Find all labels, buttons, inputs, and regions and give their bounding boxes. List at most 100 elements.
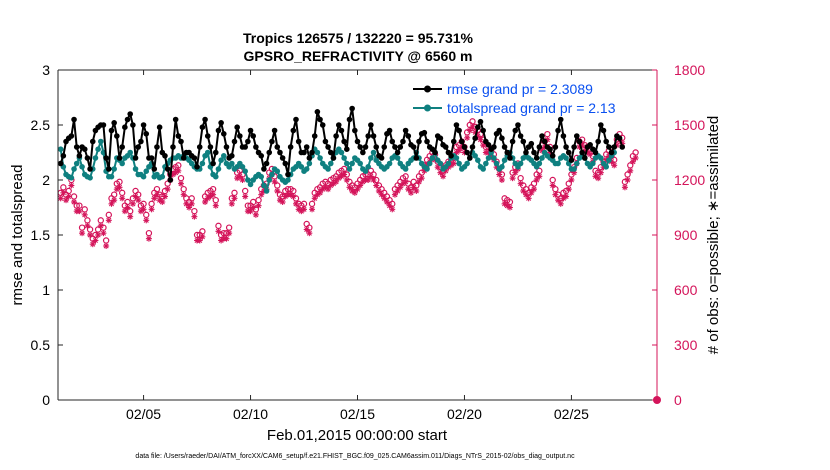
- rmse-point: [309, 149, 315, 156]
- obs-assimilated-point: [60, 189, 67, 196]
- obs-assimilated-point: [522, 191, 529, 198]
- rmse-point: [480, 127, 486, 134]
- obs-assimilated-point: [81, 211, 88, 218]
- legend-spread-label: totalspread grand pr = 2.13: [447, 100, 616, 116]
- right-tick-label: 1800: [674, 62, 705, 78]
- totalspread-point: [402, 166, 409, 172]
- totalspread-point: [140, 173, 147, 180]
- obs-assimilated-point: [153, 191, 160, 198]
- rmse-point: [106, 166, 112, 172]
- rmse-point: [344, 146, 350, 152]
- left-tick-label: 1: [42, 282, 50, 298]
- rmse-point: [89, 138, 96, 145]
- totalspread-point: [314, 149, 321, 156]
- rmse-point: [491, 144, 497, 150]
- rmse-point: [448, 153, 454, 159]
- rmse-point: [84, 155, 91, 161]
- obs-assimilated-point: [405, 186, 412, 193]
- rmse-point: [335, 122, 342, 128]
- rmse-point: [598, 122, 604, 128]
- totalspread-point: [317, 155, 323, 161]
- totalspread-point: [215, 166, 222, 172]
- obs-assimilated-point: [440, 173, 447, 180]
- obs-assimilated-point: [223, 235, 230, 242]
- obs-assimilated-point: [57, 195, 64, 202]
- obs-assimilated-point: [413, 188, 420, 194]
- obs-assimilated-point: [386, 202, 393, 209]
- obs-assimilated-point: [496, 171, 503, 178]
- totalspread-point: [453, 155, 460, 161]
- totalspread-point: [245, 177, 251, 183]
- rmse-point: [271, 127, 278, 134]
- obs-assimilated-point: [164, 186, 171, 193]
- rmse-point: [135, 144, 142, 150]
- obs-assimilated-point: [512, 169, 519, 176]
- obs-assimilated-point: [595, 175, 602, 182]
- obs-assimilated-point: [394, 188, 401, 194]
- obs-assimilated-point: [199, 233, 206, 240]
- rmse-point: [517, 133, 524, 139]
- totalspread-point: [111, 166, 117, 172]
- totalspread-point: [87, 175, 93, 181]
- rmse-point: [456, 127, 462, 134]
- obs-count-layer: [57, 118, 661, 404]
- totalspread-point: [598, 155, 604, 161]
- rmse-point: [405, 133, 412, 139]
- totalspread-point: [68, 175, 75, 181]
- obs-assimilated-point: [129, 200, 136, 207]
- obs-assimilated-point: [92, 237, 99, 244]
- obs-assimilated-point: [135, 197, 142, 204]
- right-tick-label: 300: [674, 337, 698, 353]
- rmse-point: [424, 138, 430, 145]
- totalspread-point: [143, 168, 150, 174]
- rmse-point: [565, 149, 572, 156]
- rmse-point: [266, 149, 273, 156]
- rmse-point: [432, 149, 438, 156]
- rmse-point: [124, 116, 131, 123]
- obs-assimilated-point: [333, 178, 340, 185]
- rmse-point: [416, 138, 422, 145]
- rmse-point: [563, 144, 569, 150]
- obs-assimilated-point: [327, 182, 334, 189]
- rmse-point: [402, 127, 409, 134]
- obs-assimilated-point: [624, 177, 631, 183]
- obs-assimilated-point: [127, 213, 134, 220]
- rmse-point: [330, 155, 337, 161]
- rmse-point: [151, 166, 158, 172]
- obs-assimilated-point: [311, 195, 318, 202]
- obs-assimilated-point: [498, 177, 505, 183]
- rmse-point: [576, 138, 583, 145]
- totalspread-point: [132, 166, 139, 172]
- rmse-point: [338, 127, 345, 134]
- rmse-point: [573, 133, 580, 139]
- totalspread-point: [499, 164, 505, 170]
- left-tick-label: 0: [42, 392, 50, 408]
- rmse-point: [178, 138, 184, 145]
- right-tick-label: 0: [674, 392, 682, 408]
- totalspread-point: [386, 160, 393, 167]
- obs-assimilated-point: [100, 230, 107, 237]
- obs-assimilated-point: [367, 173, 374, 180]
- rmse-point: [218, 120, 224, 126]
- obs-assimilated-point: [290, 193, 297, 200]
- x-tick-label: 02/25: [554, 406, 589, 422]
- totalspread-point: [239, 164, 246, 170]
- rmse-point: [103, 155, 109, 161]
- left-tick-label: 1.5: [31, 227, 51, 243]
- obs-assimilated-point: [557, 200, 564, 207]
- totalspread-point: [258, 173, 265, 180]
- rmse-point: [386, 127, 393, 134]
- obs-assimilated-point: [231, 195, 238, 202]
- obs-assimilated-point: [271, 178, 278, 185]
- rmse-point: [119, 144, 125, 150]
- data-file-footer: data file: /Users/raeder/DAI/ATM_forcXX/…: [135, 453, 575, 460]
- totalspread-point: [573, 160, 580, 167]
- totalspread-point: [204, 149, 211, 156]
- totalspread-point: [303, 166, 310, 172]
- rmse-point: [413, 155, 420, 161]
- totalspread-point: [71, 166, 77, 172]
- rmse-point: [204, 133, 211, 139]
- rmse-point: [237, 133, 243, 139]
- left-tick-label: 0.5: [31, 337, 51, 353]
